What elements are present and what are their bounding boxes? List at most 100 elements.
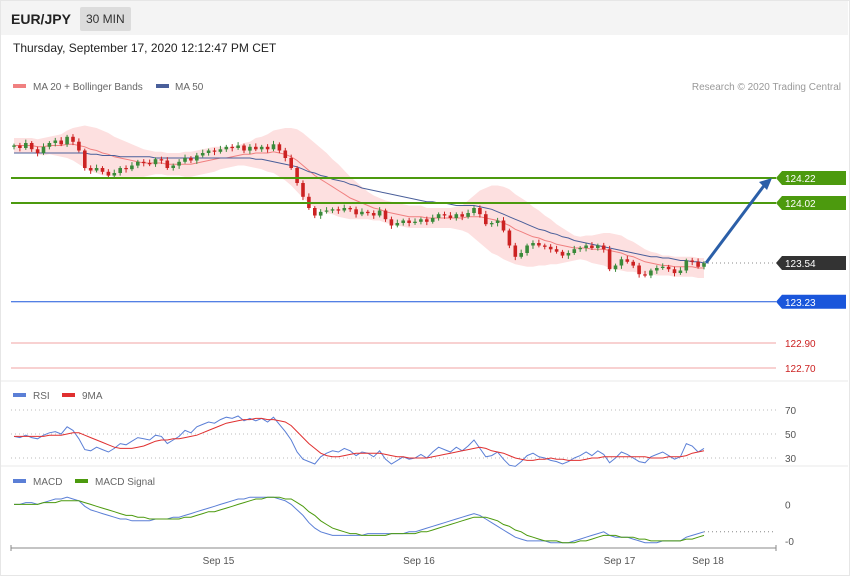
- candle-body: [83, 150, 87, 168]
- candle-body: [660, 266, 665, 268]
- legend-label-macd: MACD: [33, 477, 62, 488]
- candle-body: [460, 214, 464, 217]
- macd-line: [14, 496, 705, 544]
- candle-body: [590, 245, 594, 248]
- legend-swatch-ma20: [13, 84, 26, 88]
- candle-body: [430, 218, 435, 222]
- legend-swatch-macd-signal: [75, 479, 88, 483]
- candle-body: [631, 261, 635, 266]
- candle-body: [525, 245, 529, 253]
- x-tick-label: Sep 18: [692, 556, 724, 567]
- candle-body: [24, 143, 28, 148]
- legend-label-rsi: RSI: [33, 391, 50, 402]
- rsi-tick-label: 30: [785, 454, 797, 465]
- candle-body: [177, 161, 181, 166]
- chart-credit: Research © 2020 Trading Central: [692, 82, 841, 93]
- candle-body: [159, 159, 164, 161]
- candle-body: [419, 219, 423, 222]
- candle-body: [189, 158, 193, 161]
- candle-body: [283, 150, 288, 158]
- candle-body: [195, 155, 199, 161]
- candle-body: [690, 260, 694, 262]
- candle-body: [566, 253, 571, 256]
- candle-body: [572, 249, 577, 253]
- legend-label-ma50: MA 50: [175, 82, 204, 93]
- candle-body: [124, 168, 128, 170]
- candle-body: [354, 209, 358, 215]
- candle-body: [478, 208, 482, 215]
- candle-body: [366, 211, 370, 214]
- candle-body: [655, 268, 659, 271]
- candle-body: [696, 261, 700, 267]
- candle-body: [472, 208, 476, 213]
- candle-body: [136, 161, 140, 166]
- candle-body: [141, 161, 146, 163]
- candle-body: [289, 158, 293, 168]
- chart-datetime: Thursday, September 17, 2020 12:12:47 PM…: [13, 41, 277, 55]
- candle-body: [212, 150, 217, 152]
- candle-body: [295, 168, 299, 183]
- candle-body: [625, 259, 630, 262]
- forecast-arrowhead: [759, 178, 772, 190]
- candle-body: [277, 144, 282, 151]
- forecast-arrow-shaft: [704, 182, 768, 264]
- candle-body: [548, 246, 553, 250]
- candle-body: [425, 219, 429, 222]
- candle-body: [501, 220, 506, 231]
- candle-body: [531, 243, 535, 246]
- candle-body: [318, 211, 323, 216]
- candle-body: [389, 219, 394, 226]
- legend-swatch-rsi-ma: [62, 393, 75, 397]
- candle-body: [71, 136, 75, 142]
- level-label: 123.23: [785, 298, 816, 309]
- candle-body: [607, 249, 612, 270]
- candle-body: [413, 221, 417, 223]
- macd-signal-line: [14, 496, 705, 544]
- candle-body: [543, 245, 547, 247]
- candle-body: [672, 269, 677, 274]
- rsi-ma-line: [14, 417, 705, 461]
- rsi-tick-label: 50: [785, 430, 797, 441]
- candle-body: [206, 150, 211, 153]
- candle-body: [29, 143, 34, 150]
- current-price-tag: [776, 256, 846, 270]
- candle-body: [259, 146, 264, 150]
- legend-swatch-macd: [13, 479, 26, 483]
- candle-body: [442, 214, 447, 216]
- candle-body: [513, 245, 518, 257]
- candle-body: [601, 245, 606, 250]
- candle-body: [59, 140, 63, 145]
- candle-body: [18, 145, 22, 148]
- candle-body: [12, 145, 16, 147]
- candle-body: [313, 208, 317, 216]
- candle-body: [230, 146, 234, 149]
- candle-body: [183, 158, 187, 162]
- candle-body: [88, 168, 93, 171]
- resistance-tag: [776, 196, 846, 210]
- candle-body: [649, 270, 653, 276]
- candle-body: [360, 211, 364, 215]
- candle-body: [254, 146, 258, 150]
- level-label: 124.02: [785, 199, 816, 210]
- candle-body: [678, 270, 683, 273]
- symbol-label: EUR/JPY: [11, 11, 71, 27]
- candle-body: [401, 220, 405, 223]
- candle-body: [377, 210, 382, 216]
- candle-body: [519, 253, 523, 257]
- candle-body: [65, 136, 69, 145]
- candle-body: [248, 146, 252, 151]
- candle-body: [596, 245, 600, 248]
- rsi-line: [13, 415, 705, 467]
- candle-body: [436, 214, 441, 218]
- candle-body: [271, 144, 276, 150]
- candle-body: [224, 146, 229, 150]
- timeframe-button[interactable]: 30 MIN: [80, 7, 131, 31]
- candle-body: [47, 143, 52, 147]
- macd-tick-label: 0: [785, 500, 791, 511]
- candle-body: [324, 210, 329, 212]
- candle-body: [619, 259, 624, 266]
- candle-body: [666, 266, 671, 270]
- x-tick-label: Sep 15: [203, 556, 235, 567]
- candle-body: [236, 145, 240, 148]
- candle-body: [130, 165, 134, 170]
